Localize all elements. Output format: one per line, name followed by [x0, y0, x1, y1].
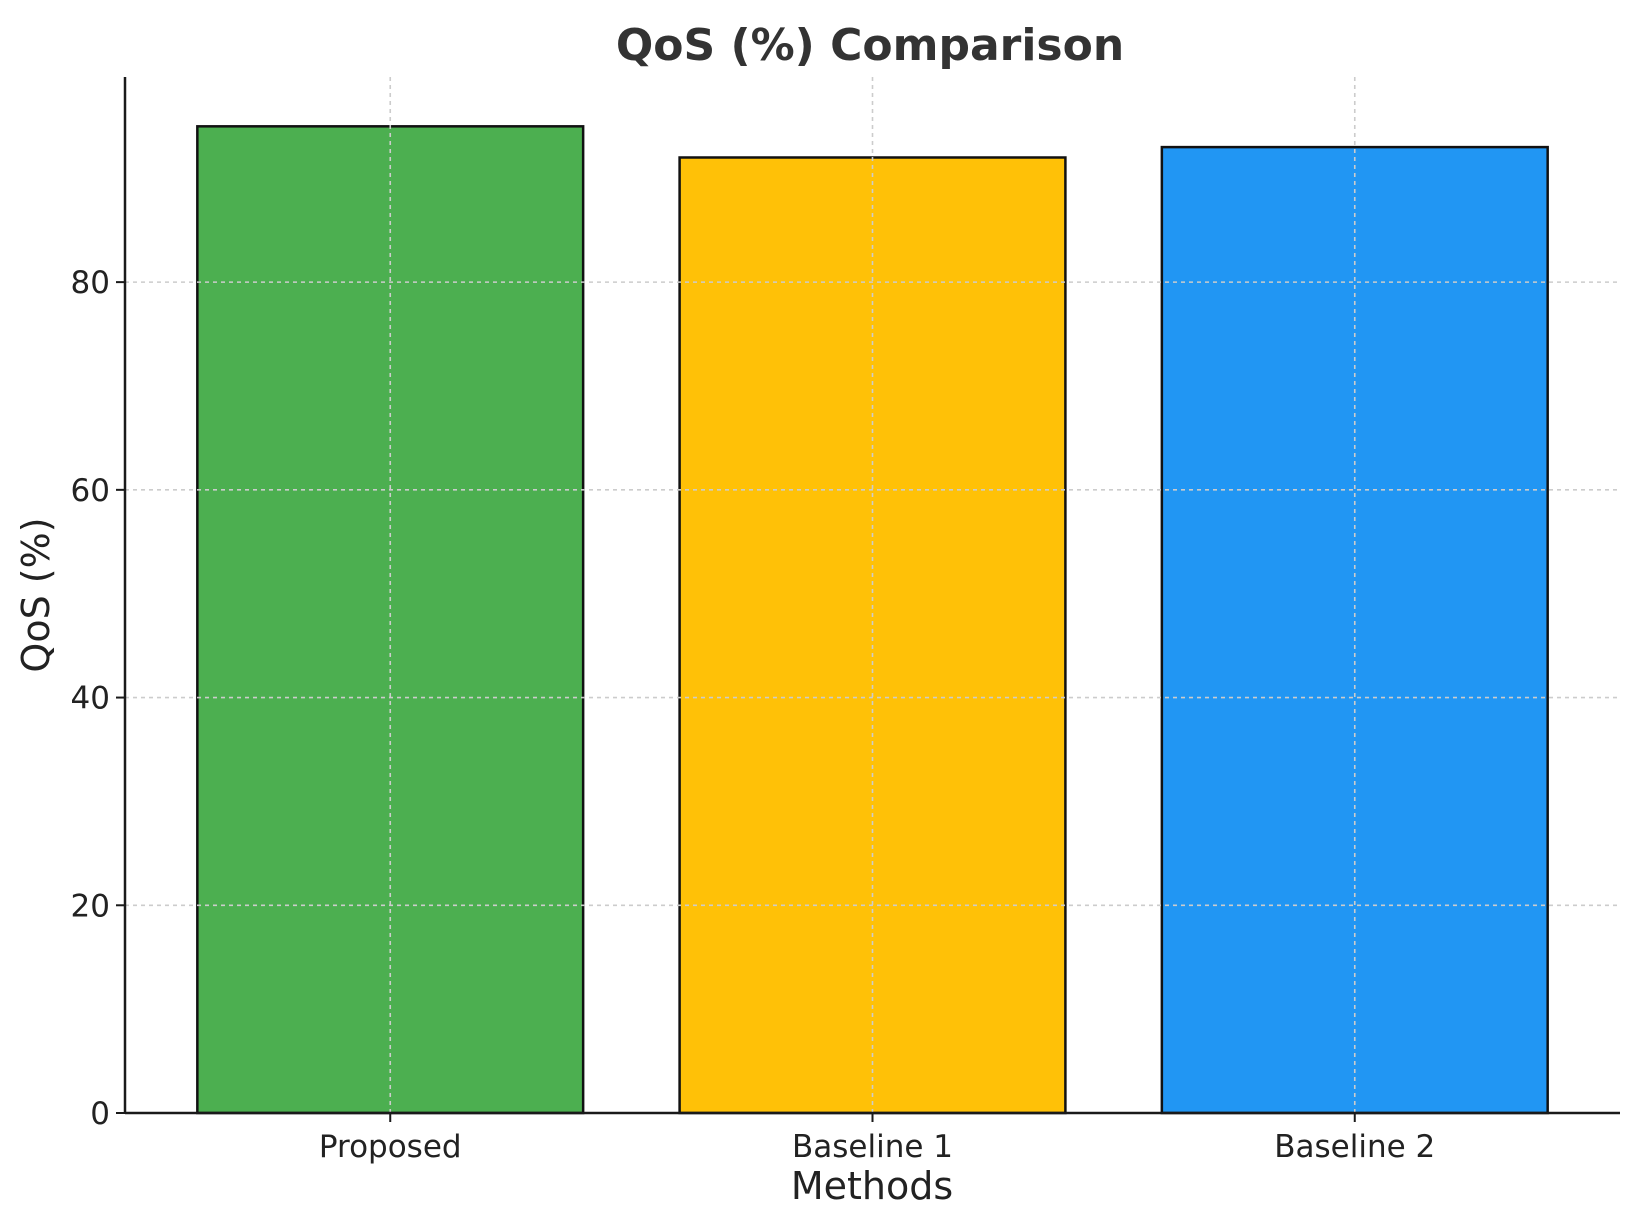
y-axis-label: QoS (%) [14, 517, 58, 672]
x-axis-label: Methods [791, 1164, 953, 1208]
x-tick-label: Baseline 1 [792, 1129, 953, 1165]
x-tick-label: Baseline 2 [1274, 1129, 1435, 1165]
y-tick-label: 20 [71, 888, 110, 924]
ticks: 0 20 40 60 80 Proposed Baseline 1 Baseline 2 [71, 265, 1436, 1165]
y-tick-label: 40 [71, 681, 110, 717]
chart-title: QoS (%) Comparison [616, 20, 1124, 71]
bar-baseline-1 [678, 156, 1067, 1115]
y-tick-label: 80 [71, 265, 110, 301]
x-tick-label: Proposed [319, 1129, 462, 1165]
y-tick-label: 0 [90, 1096, 110, 1132]
y-tick-label: 60 [71, 473, 110, 509]
grid-lines [125, 77, 1620, 1113]
bar-proposed [196, 125, 585, 1115]
